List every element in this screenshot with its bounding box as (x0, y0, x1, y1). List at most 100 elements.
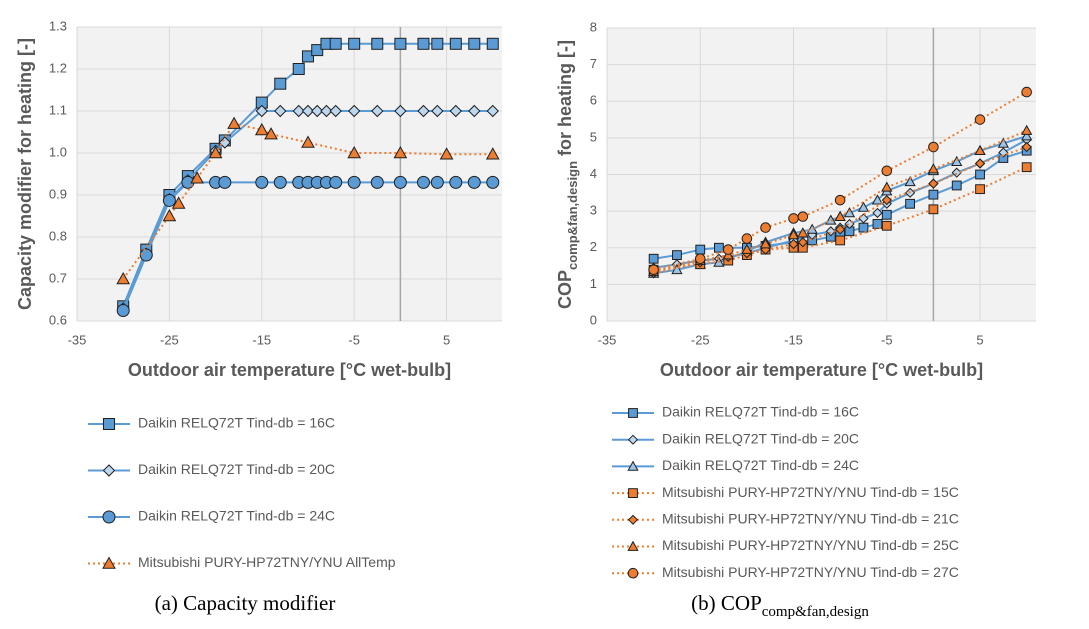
legend-marker (628, 488, 638, 499)
marker (834, 210, 846, 221)
marker (467, 175, 481, 189)
marker (264, 127, 278, 140)
legend-marker (628, 408, 638, 418)
y-tick-label: 0.8 (49, 228, 67, 243)
marker (648, 264, 659, 276)
marker (393, 145, 408, 159)
legend-label: Daikin RELQ72T Tind-db = 16C (138, 415, 335, 431)
marker (171, 196, 186, 209)
legend-marker (627, 540, 639, 551)
y-tick-label: 2 (590, 239, 597, 254)
legend-marker (627, 460, 639, 471)
x-tick-label: -35 (598, 332, 617, 347)
y-tick-label: 4 (590, 166, 597, 181)
legend-marker (102, 464, 116, 477)
marker (449, 175, 463, 189)
series-line (653, 91, 1028, 271)
legend-label: Mitsubishi PURY-HP72TNY/YNU Tind-db = 25… (662, 537, 959, 553)
marker (449, 104, 463, 118)
marker (218, 136, 232, 149)
y-axis-title-text: Capacity modifier for heating [-] (15, 38, 35, 310)
y-axis-title: COPcomp&fan,design for heating [-] (555, 40, 580, 309)
caption-sub: comp&fan,design (762, 604, 870, 620)
y-axis-title-text: COP (555, 270, 575, 309)
marker (1021, 124, 1033, 135)
marker (951, 180, 962, 191)
marker (162, 208, 177, 222)
marker (797, 211, 809, 222)
legend-marker (102, 556, 116, 569)
marker (394, 37, 407, 50)
marker (797, 237, 808, 248)
marker (311, 44, 324, 57)
x-tick-label: -15 (784, 332, 803, 347)
marker (741, 243, 753, 254)
marker (928, 141, 939, 153)
marker (430, 175, 444, 189)
marker (928, 204, 939, 215)
marker (431, 104, 444, 118)
legend-label: Daikin RELQ72T Tind-db = 24C (138, 508, 335, 524)
marker (695, 244, 706, 255)
marker (760, 222, 771, 233)
x-tick-label: -5 (881, 332, 893, 347)
marker (843, 207, 856, 218)
legend-label: Daikin RELQ72T Tind-db = 20C (138, 461, 335, 477)
marker (347, 104, 361, 118)
marker (872, 207, 883, 219)
marker (139, 248, 153, 262)
y-tick-label: 1.3 (49, 18, 67, 33)
legend-label: Mitsubishi PURY-HP72TNY/YNU AllTemp (138, 554, 396, 570)
marker (928, 178, 939, 189)
marker (974, 144, 986, 156)
marker (881, 209, 892, 220)
marker (825, 226, 836, 237)
y-axis-title-sub: comp&fan,design (565, 161, 580, 270)
series-line (653, 129, 1028, 273)
marker (857, 201, 870, 212)
marker (329, 104, 342, 118)
legend-label: Mitsubishi PURY-HP72TNY/YNU Tind-db = 15… (662, 484, 959, 500)
marker (347, 175, 361, 189)
marker (741, 233, 753, 244)
legend-label: Daikin RELQ72T Tind-db = 24C (662, 457, 859, 473)
marker (998, 147, 1009, 158)
marker (393, 175, 407, 189)
legend-label: Daikin RELQ72T Tind-db = 16C (662, 404, 859, 420)
x-tick-label: -5 (348, 332, 360, 347)
y-tick-label: 0 (590, 312, 597, 327)
marker (255, 104, 268, 118)
y-tick-label: 0.9 (49, 186, 67, 201)
marker (788, 213, 799, 224)
marker (311, 104, 324, 118)
legend-marker (627, 567, 639, 579)
marker (292, 63, 305, 75)
marker (190, 171, 204, 184)
marker (274, 104, 287, 118)
marker (974, 114, 986, 125)
marker (329, 37, 342, 50)
marker (974, 158, 986, 169)
y-tick-label: 1.1 (49, 102, 67, 117)
marker (218, 175, 232, 189)
marker (835, 235, 846, 246)
marker (292, 104, 305, 118)
marker (722, 244, 734, 255)
y-tick-label: 7 (590, 56, 597, 71)
marker (927, 163, 940, 174)
marker (301, 135, 315, 148)
marker (301, 104, 315, 118)
marker (439, 147, 454, 160)
y-tick-label: 1 (590, 276, 597, 291)
marker (694, 253, 706, 265)
marker (997, 137, 1010, 148)
marker (951, 167, 962, 178)
marker (208, 145, 223, 159)
marker (449, 37, 462, 50)
marker (1021, 162, 1032, 173)
legend-marker (627, 434, 639, 445)
marker (881, 181, 893, 192)
marker (431, 37, 444, 50)
marker (1021, 130, 1033, 141)
caption-text: (b) COP (691, 591, 762, 615)
